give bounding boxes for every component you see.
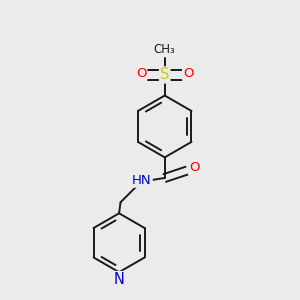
Text: CH₃: CH₃ (154, 44, 176, 56)
Text: S: S (160, 68, 169, 82)
Text: HN: HN (132, 174, 152, 187)
Text: O: O (189, 161, 200, 174)
Text: N: N (114, 272, 124, 287)
Text: O: O (136, 67, 146, 80)
Text: O: O (183, 67, 194, 80)
